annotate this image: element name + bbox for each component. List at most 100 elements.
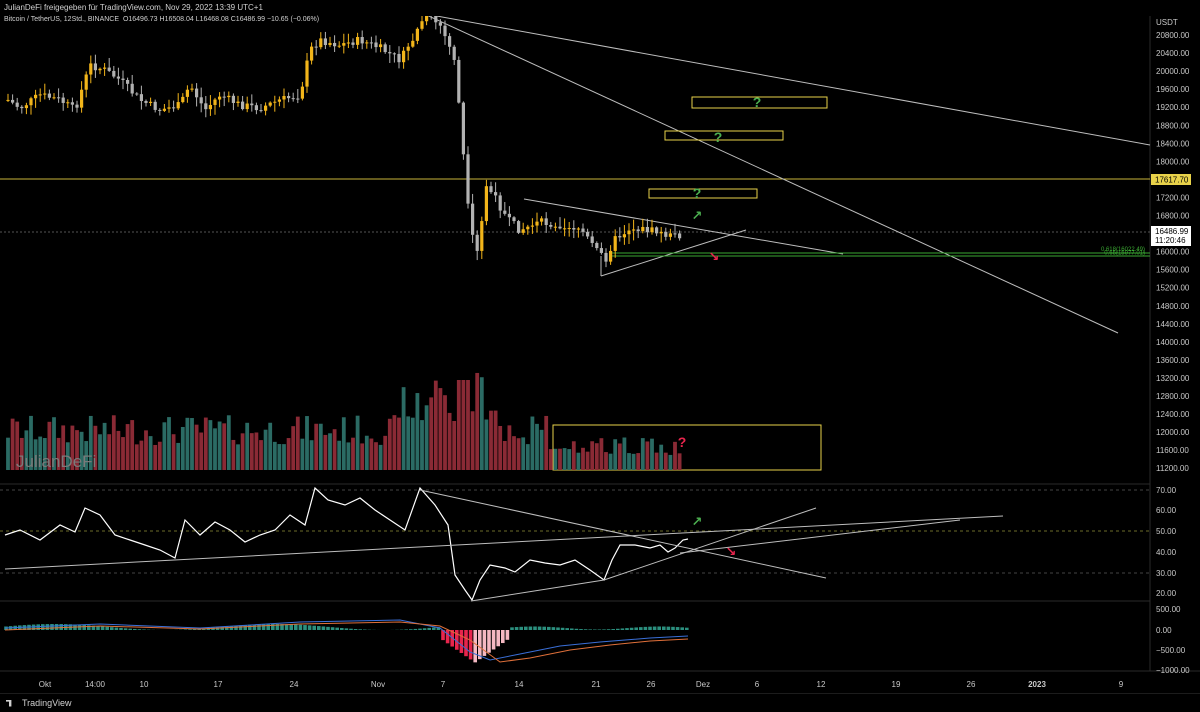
- candle-body: [71, 102, 74, 104]
- target-box-3[interactable]: [649, 189, 757, 198]
- volume-bar: [402, 387, 406, 470]
- volume-bar: [121, 437, 125, 470]
- macd-bar: [423, 628, 427, 630]
- candle-body: [370, 42, 373, 43]
- candle-body: [282, 96, 285, 99]
- rsi-trendline-bottom[interactable]: [471, 580, 604, 601]
- candle-body: [319, 38, 322, 47]
- volume-bar: [236, 444, 240, 470]
- rsi-trendline-down[interactable]: [420, 490, 826, 578]
- candle-body: [167, 107, 170, 108]
- volume-bar: [126, 424, 130, 470]
- time-tick: 17: [214, 680, 223, 689]
- volume-bar: [107, 434, 111, 470]
- macd-bar: [253, 624, 257, 630]
- candle-body: [232, 96, 235, 103]
- volume-bar: [577, 453, 581, 470]
- price-tick: 19200.00: [1156, 103, 1190, 112]
- volume-bar: [641, 438, 645, 470]
- macd-bar: [50, 624, 54, 630]
- candle-body: [269, 103, 272, 106]
- chart-canvas[interactable]: 0.618(16022.49) 0.65(15977.01) ? ? ? ? ↗…: [0, 16, 1200, 693]
- time-tick: Dez: [696, 680, 710, 689]
- candle-body: [591, 236, 594, 243]
- volume-bar: [370, 439, 374, 470]
- rsi-tick: 30.00: [1156, 569, 1177, 578]
- last-price-label: 16486.99: [1155, 227, 1189, 236]
- chart-header: JulianDeFi freigegeben für TradingView.c…: [0, 0, 1200, 16]
- volume-bar: [199, 433, 203, 470]
- price-tick: 14400.00: [1156, 320, 1190, 329]
- macd-bar: [611, 629, 615, 630]
- time-tick: 21: [592, 680, 601, 689]
- candle-body: [503, 211, 506, 214]
- volume-bar: [259, 440, 263, 470]
- macd-tick: 500.00: [1156, 605, 1181, 614]
- macd-bar: [598, 629, 602, 630]
- candlesticks[interactable]: [6, 16, 681, 267]
- triangle-upper-line[interactable]: [524, 199, 843, 254]
- candle-body: [407, 47, 410, 51]
- candle-body: [48, 94, 51, 98]
- price-tick: 19600.00: [1156, 85, 1190, 94]
- fib-65-label: 0.65(15977.01): [1104, 251, 1145, 257]
- candle-body: [154, 102, 157, 110]
- volume-bar: [273, 442, 277, 470]
- time-tick: 10: [140, 680, 149, 689]
- trendline-long[interactable]: [420, 16, 1150, 145]
- volume-bar: [480, 377, 484, 470]
- volume-bar: [181, 427, 185, 470]
- candle-body: [163, 109, 166, 111]
- macd-bar: [501, 630, 505, 643]
- question-mark-2: ?: [714, 129, 723, 145]
- candle-body: [595, 243, 598, 248]
- volume-bar: [209, 420, 213, 470]
- macd-bar: [124, 628, 128, 630]
- candle-body: [310, 47, 313, 61]
- volume-bar: [650, 439, 654, 470]
- candle-body: [388, 52, 391, 53]
- price-tick: 11200.00: [1156, 464, 1189, 473]
- candle-body: [204, 103, 207, 109]
- currency-label: USDT: [1156, 18, 1178, 27]
- volume-bar: [554, 449, 558, 470]
- volume-bar: [204, 418, 208, 470]
- candle-body: [646, 227, 649, 232]
- candle-body: [517, 221, 520, 233]
- macd-bar: [510, 627, 514, 630]
- macd-bar: [317, 626, 321, 630]
- candle-body: [604, 253, 607, 262]
- volume-bar: [213, 428, 217, 470]
- volume-bar: [600, 438, 604, 470]
- volume-bar: [158, 442, 162, 470]
- trendline-steep[interactable]: [420, 16, 1118, 333]
- candle-body: [572, 228, 575, 230]
- rsi-trendline-long[interactable]: [5, 516, 1003, 569]
- candle-body: [190, 89, 193, 90]
- volume-bar: [664, 453, 668, 470]
- rsi-trendline-mid[interactable]: [680, 520, 960, 553]
- price-tick: 17200.00: [1156, 193, 1190, 202]
- candle-body: [43, 94, 46, 95]
- volume-bar: [278, 444, 282, 470]
- volume-bar: [365, 436, 369, 470]
- volume-bar: [434, 381, 438, 470]
- volume-bar: [374, 442, 378, 470]
- macd-bar: [602, 629, 606, 630]
- volume-bar: [98, 434, 102, 470]
- tradingview-logo[interactable]: TradingView: [6, 698, 72, 708]
- volume-bar: [245, 423, 249, 470]
- candle-body: [315, 47, 318, 48]
- price-tick: 20000.00: [1156, 67, 1190, 76]
- time-tick: 2023: [1028, 680, 1046, 689]
- time-tick: 14: [515, 680, 524, 689]
- macd-bar: [322, 626, 326, 630]
- candle-body: [98, 69, 101, 70]
- volume-bar: [489, 411, 493, 470]
- volume-bar: [627, 453, 631, 470]
- candle-body: [568, 228, 571, 229]
- rsi-tick: 40.00: [1156, 548, 1177, 557]
- candle-body: [121, 79, 124, 80]
- volume-bar: [342, 417, 346, 470]
